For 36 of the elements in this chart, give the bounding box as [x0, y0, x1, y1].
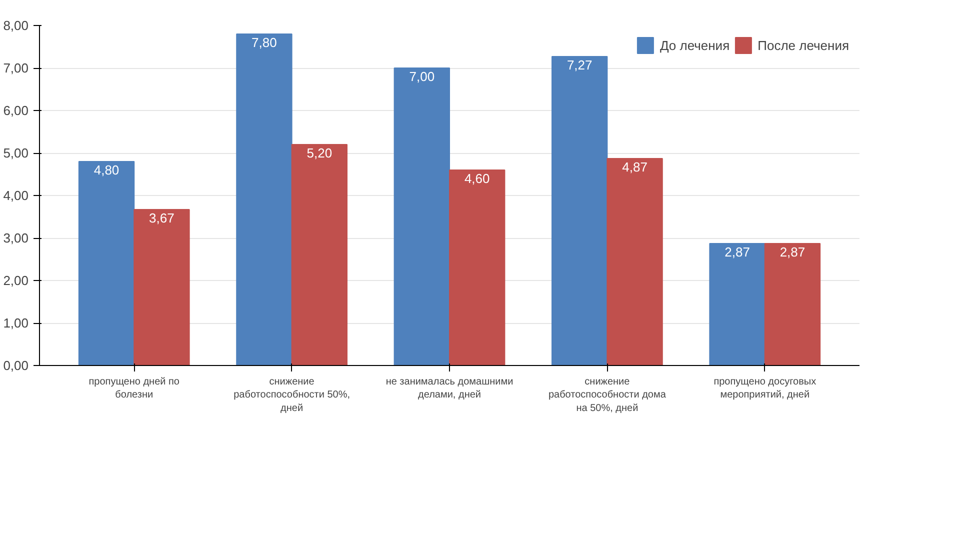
bar	[236, 34, 292, 366]
x-tick-label: пропущено дней по болезни	[88, 376, 180, 401]
y-tick-label: 5,00	[3, 146, 29, 160]
bar	[291, 144, 348, 366]
y-tick-label: 6,00	[3, 103, 29, 118]
x-tick-label: снижение работоспособности дома на 50%, дней	[548, 376, 666, 414]
y-tick-label: 7,00	[3, 60, 29, 76]
y-tick-label: 2,00	[3, 273, 29, 288]
y-tick-label: 4,00	[3, 188, 29, 203]
bar	[709, 243, 766, 366]
bar	[394, 68, 450, 366]
bar	[449, 170, 506, 366]
bar	[552, 56, 608, 366]
data-label: 2,87	[780, 244, 806, 260]
data-label: 4,80	[94, 162, 120, 178]
y-tick-label: 0,00	[3, 358, 29, 373]
data-label: 7,27	[566, 58, 592, 73]
x-tick-label: снижение работоспособности 50%, дней	[234, 376, 350, 414]
x-tick-label: не занималась домашними делами, дней	[386, 376, 514, 401]
bar	[606, 158, 663, 366]
bar	[134, 209, 190, 366]
data-label: 4,60	[464, 171, 490, 186]
legend-label: После лечения	[758, 38, 849, 52]
data-label: 7,80	[252, 35, 277, 50]
data-label: 5,20	[306, 146, 332, 160]
bar	[764, 243, 821, 366]
bar	[78, 161, 135, 366]
data-label: 3,67	[149, 210, 174, 226]
y-tick-label: 8,00	[3, 18, 29, 33]
data-label: 4,87	[622, 160, 648, 175]
data-label: 2,87	[724, 244, 750, 260]
x-tick-label: пропущено досуговых мероприятий, дней	[714, 376, 816, 401]
data-label: 7,00	[409, 69, 435, 84]
y-tick-label: 1,00	[3, 316, 29, 330]
legend-label: До лечения	[660, 38, 730, 52]
y-tick-label: 3,00	[3, 230, 29, 246]
